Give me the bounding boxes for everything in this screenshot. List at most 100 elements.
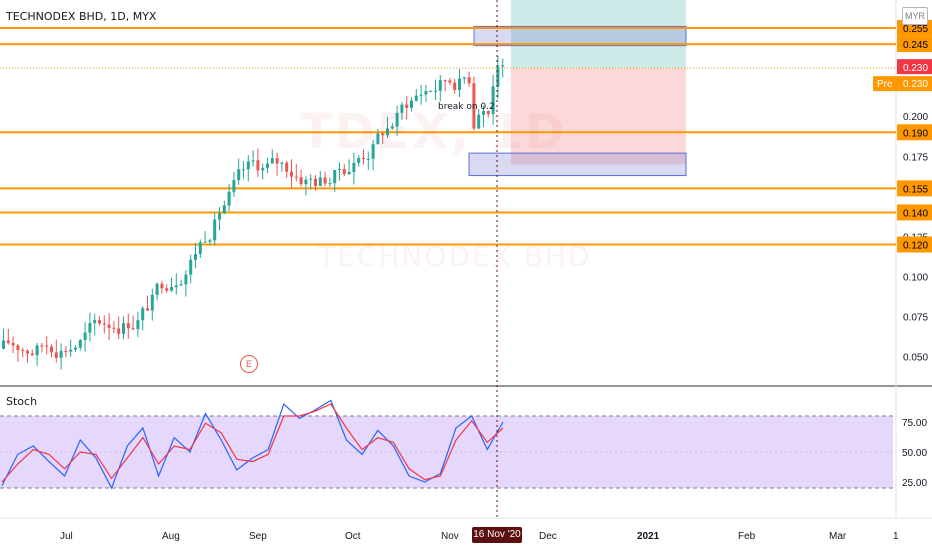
stoch-axis-tick: 50.00 [902,448,927,459]
candle-body [170,287,173,291]
candle-body [150,294,154,311]
candle-body [21,350,25,352]
last-price-label: 0.230 [903,63,928,74]
earnings-marker-icon[interactable]: E [240,355,258,373]
candle-body [290,171,293,177]
last-price-badge [897,59,932,75]
time-axis-tick: Oct [345,531,361,542]
time-axis-tick: Dec [539,531,557,542]
candle-body [410,100,413,108]
candle-body [6,340,10,343]
candle-body [165,288,169,291]
candle-body [266,163,269,168]
candle-body [453,82,457,91]
candle-body [256,160,260,171]
candle-body [117,328,121,334]
crosshair-date-label: 16 Nov '20 [472,527,522,543]
candle-body [35,345,39,356]
candle-body [462,77,466,79]
candle-body [400,104,404,113]
level-label-bg [897,180,932,197]
level-label-bg [897,124,932,141]
candle-body [419,94,423,96]
candle-body [69,349,73,352]
candle-body [270,158,274,164]
candle-body [126,323,130,329]
candle-body [491,86,495,115]
stoch-axis-tick: 25.00 [902,478,927,489]
level-label-bg [897,36,932,53]
chart-annotation[interactable]: break on 0.2 [438,102,495,112]
candle-body [227,191,231,206]
price-axis-tick: 0.050 [903,353,928,364]
candle-body [59,350,63,358]
candle-body [155,283,159,295]
candle-body [338,168,341,170]
resistance-zone [473,25,687,47]
currency-badge[interactable]: MYR [902,7,928,25]
chart-title: TECHNODEX BHD, 1D, MYX [6,10,157,23]
candle-body [438,80,442,91]
candle-body [184,274,188,285]
time-axis-tick: Sep [249,531,267,542]
candle-body [280,162,284,164]
candle-body [174,285,178,288]
candle-body [251,160,255,162]
candle-body [352,162,356,172]
candle-body [98,320,101,324]
candle-body [160,283,164,289]
candle-body [472,83,476,129]
candle-body [74,347,77,350]
candle-body [314,178,317,186]
candle-body [371,144,375,159]
candle-body [198,242,202,255]
level-label: 0.255 [903,24,928,35]
candle-body [309,178,313,180]
time-axis-tick: 2021 [637,531,660,542]
candle-body [376,133,380,145]
time-axis-tick: Aug [162,531,180,542]
candle-body [45,345,49,347]
candle-body [318,177,322,186]
candle-body [458,78,461,91]
candle-body [179,284,183,286]
candle-body [218,213,221,220]
candle-body [390,126,394,129]
candle-body [501,65,505,67]
candle-body [26,350,29,354]
candle-body [232,180,236,192]
candle-body [112,327,116,329]
candle-body [122,323,125,334]
time-axis-tick: Feb [738,531,756,542]
candle-body [357,158,361,163]
price-axis-tick: 0.200 [903,112,928,123]
stoch-d-line [1,403,504,483]
candle-body [237,169,241,181]
stoch-title: Stoch [6,395,38,408]
premarket-label: 0.230 [903,79,928,90]
candle-body [424,91,428,95]
price-axis-tick: 0.075 [903,313,928,324]
candle-body [102,323,106,325]
candle-body [83,332,87,340]
candle-body [299,177,303,185]
level-label: 0.155 [903,184,928,195]
candle-body [189,259,193,275]
level-label: 0.120 [903,241,928,252]
candle-body [448,80,452,83]
candle-body [386,128,389,136]
candle-body [213,219,217,241]
candle-body [443,80,447,82]
candle-body [88,323,92,333]
candle-body [203,241,207,243]
candle-body [496,66,500,87]
candle-body [362,158,365,160]
candle-body [141,308,145,321]
candle-body [222,205,226,214]
position-stop-zone [511,68,686,165]
candle-body [107,324,111,328]
price-axis-tick: 0.100 [903,273,928,284]
position-target-zone [511,0,686,69]
